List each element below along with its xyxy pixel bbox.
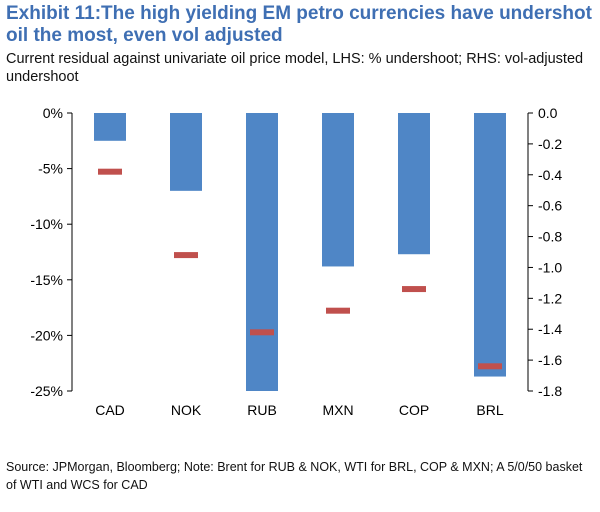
bar-cad (94, 113, 126, 141)
left-tick-label: -20% (30, 327, 63, 343)
marker-cop (402, 286, 426, 293)
category-label-cad: CAD (95, 402, 125, 418)
markers-layer (98, 168, 502, 370)
right-tick-label: -1.0 (538, 259, 562, 275)
right-tick-label: -0.2 (538, 136, 562, 152)
right-tick-label: -0.4 (538, 167, 562, 183)
right-tick-label: -1.8 (538, 383, 562, 399)
marker-brl (478, 363, 502, 370)
bar-cop (398, 113, 430, 255)
bar-mxn (322, 113, 354, 267)
bar-rub (246, 113, 278, 391)
left-tick-label: -10% (30, 216, 63, 232)
chart-subtitle: Current residual against univariate oil … (6, 51, 584, 85)
left-tick-label: -25% (30, 383, 63, 399)
left-tick-label: -15% (30, 272, 63, 288)
right-tick-label: -0.6 (538, 198, 562, 214)
category-label-nok: NOK (171, 402, 202, 418)
left-tick-label: -5% (38, 161, 63, 177)
category-label-brl: BRL (476, 402, 503, 418)
category-label-rub: RUB (247, 402, 277, 418)
axes-layer: 0% -5% -10% -15% -20% -25% 0.0 -0.2 -0.4 -0.6 -0.8… (30, 105, 562, 418)
left-tick-label: 0% (43, 105, 63, 121)
right-tick-label: -1.6 (538, 352, 562, 368)
marker-nok (174, 252, 198, 259)
right-tick-label: 0.0 (538, 105, 558, 121)
marker-cad (98, 168, 122, 175)
right-tick-label: -1.2 (538, 290, 562, 306)
bars-layer (94, 113, 506, 391)
marker-rub (250, 329, 274, 336)
bar-brl (474, 113, 506, 377)
marker-mxn (326, 307, 350, 314)
category-label-mxn: MXN (322, 402, 353, 418)
right-tick-label: -0.8 (538, 229, 562, 245)
bar-nok (170, 113, 202, 191)
chart-title: Exhibit 11:The high yielding EM petro cu… (6, 3, 592, 46)
category-label-cop: COP (399, 402, 429, 418)
right-tick-label: -1.4 (538, 321, 562, 337)
source-note: Source: JPMorgan, Bloomberg; Note: Brent… (6, 460, 583, 492)
